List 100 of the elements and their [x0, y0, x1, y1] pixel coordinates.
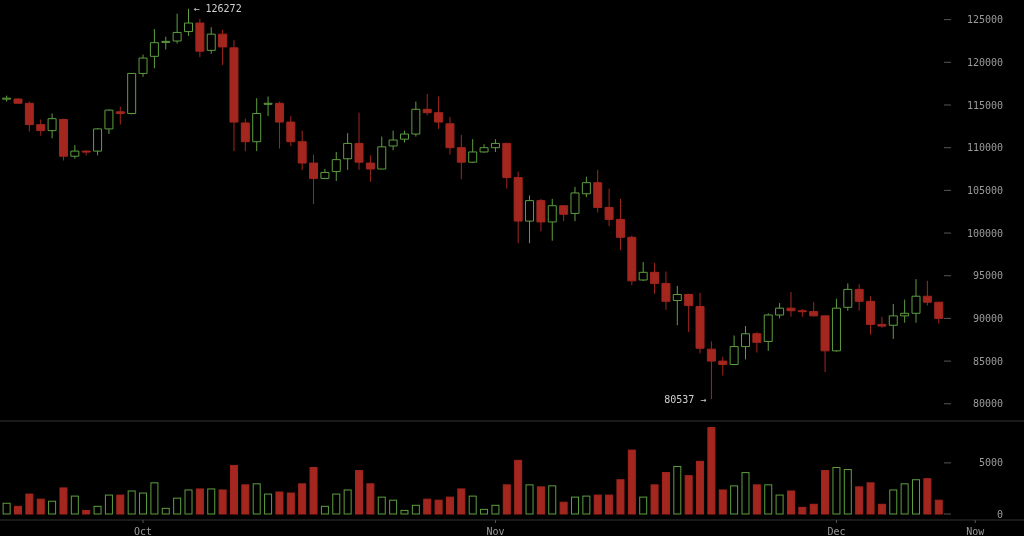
y-tick-label: 95000: [972, 270, 1003, 282]
candlestick: [604, 188, 614, 227]
y-tick-label: 120000: [966, 56, 1003, 68]
candlestick: [706, 340, 716, 400]
bar: [434, 499, 443, 515]
bar: [332, 493, 341, 515]
candlestick: [274, 101, 284, 150]
bar: [400, 509, 409, 515]
candlestick: [831, 298, 841, 353]
bar: [184, 489, 193, 515]
bar: [707, 427, 716, 515]
candlestick: [672, 285, 682, 326]
bar: [650, 484, 659, 515]
bar: [59, 487, 68, 515]
candlestick: [513, 171, 523, 244]
candlestick: [36, 119, 46, 137]
candlestick: [70, 144, 80, 160]
bar: [377, 496, 386, 515]
candlestick: [888, 303, 898, 340]
bar: [866, 482, 875, 515]
candlestick: [195, 18, 205, 58]
x-tick-label: Nov: [486, 525, 505, 536]
bar: [877, 503, 886, 515]
candlestick: [297, 130, 307, 171]
bar: [445, 496, 454, 515]
candlestick: [525, 194, 535, 244]
bar: [48, 500, 57, 515]
bar: [116, 494, 125, 515]
bar: [536, 486, 545, 515]
candlestick: [58, 118, 68, 161]
y-tick-label: 0: [996, 508, 1003, 520]
bar: [218, 489, 227, 515]
bar: [150, 482, 159, 515]
bar: [275, 491, 284, 515]
bar: [923, 478, 932, 515]
candlestick: [104, 108, 114, 135]
bar: [139, 492, 148, 515]
bar: [389, 499, 398, 515]
bar: [366, 483, 375, 515]
candlestick: [786, 291, 796, 318]
candlestick: [468, 138, 478, 164]
bar: [14, 505, 22, 515]
bar: [502, 484, 511, 515]
candlestick: [354, 112, 364, 171]
candlestick: [240, 118, 250, 152]
candlestick: [741, 325, 750, 360]
bar: [2, 502, 11, 515]
bar: [468, 495, 477, 515]
candlestick: [729, 334, 739, 366]
y-tick-label: 110000: [966, 142, 1003, 154]
bar: [730, 485, 739, 515]
bar: [173, 497, 182, 515]
candlestick: [149, 28, 159, 69]
candlestick: [456, 134, 466, 180]
candlestick: [218, 29, 228, 66]
bar: [252, 483, 261, 515]
candlestick: [286, 115, 296, 147]
bar: [889, 489, 898, 515]
bar: [718, 489, 727, 515]
bar: [752, 484, 761, 515]
candlestick: [2, 95, 12, 103]
candlestick: [377, 136, 387, 170]
bar: [673, 465, 682, 515]
candlestick: [854, 283, 864, 312]
bar: [934, 499, 943, 515]
candlestick: [581, 176, 591, 198]
bar: [241, 484, 250, 515]
candlestick: [911, 278, 921, 324]
bar: [286, 492, 295, 515]
candlestick: [93, 127, 103, 156]
bar: [786, 490, 795, 515]
candlestick: [570, 186, 580, 222]
candlestick: [934, 301, 944, 325]
bar: [570, 496, 579, 515]
candlestick: [661, 270, 671, 311]
candlestick: [320, 168, 330, 180]
bar: [661, 472, 670, 515]
bar: [900, 483, 909, 515]
y-tick-label: 80000: [972, 398, 1003, 410]
bar: [741, 472, 750, 515]
y-tick-label: 105000: [966, 184, 1003, 196]
candlestick: [161, 36, 171, 51]
candlestick: [650, 262, 660, 295]
candlestick: [718, 356, 728, 377]
bar: [639, 496, 648, 515]
candlestick: [115, 106, 125, 126]
bar: [798, 506, 807, 515]
candlestick: [593, 169, 603, 214]
candlestick: [547, 198, 557, 242]
bar: [684, 475, 693, 515]
bar: [355, 470, 364, 515]
candlestick: [47, 113, 57, 139]
candlestick: [536, 198, 546, 232]
x-tick-label: Now: [966, 525, 986, 536]
candlestick: [695, 292, 705, 354]
candlestick: [263, 95, 273, 117]
bar: [411, 504, 420, 515]
candlestick: [502, 142, 512, 190]
x-tick-label: Dec: [827, 525, 846, 536]
bar: [70, 495, 79, 515]
